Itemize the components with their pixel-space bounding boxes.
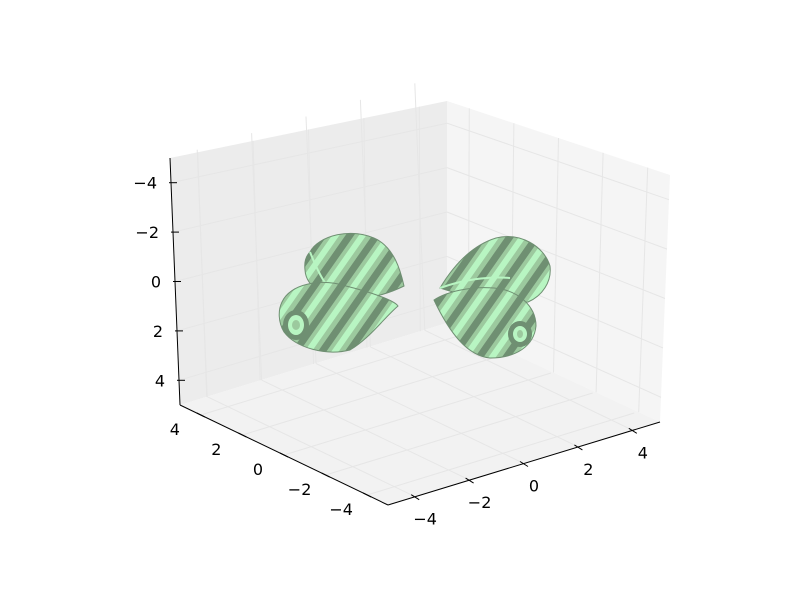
x-tick-mark: [465, 477, 474, 484]
y-tick-label: 2: [211, 440, 221, 459]
y-grid-line: [418, 106, 421, 332]
z-tick-label: 4: [155, 371, 165, 390]
tick-marks: [169, 182, 638, 501]
x-tick-mark: [628, 427, 638, 434]
x-tick-mark: [519, 461, 529, 467]
y-tick-label: 0: [253, 460, 263, 479]
x-grid-line: [638, 167, 649, 413]
x-tick-label: −2: [468, 493, 492, 512]
surface-lower-right: [433, 287, 537, 359]
y-tick-mark: [279, 452, 289, 458]
x-tick-mark: [574, 444, 583, 451]
y-grid-line: [325, 392, 593, 476]
y-grid-line: [197, 152, 208, 397]
z-tick-label: 2: [153, 322, 163, 341]
y-tick-label: −2: [288, 480, 312, 499]
surface-group: [278, 232, 551, 359]
x-grid-line: [424, 329, 634, 431]
x-grid-line: [261, 379, 470, 481]
x-grid-line: [315, 363, 525, 464]
x-tick-label: 4: [638, 443, 648, 462]
x-tick-label: −4: [413, 510, 437, 529]
y-grid-line: [252, 140, 261, 381]
y-tick-mark: [196, 412, 206, 418]
x-grid-line: [370, 346, 579, 448]
x-grid-line: [206, 396, 416, 498]
surface-lower-left: [278, 282, 399, 353]
x-tick-label: 0: [529, 477, 539, 496]
y-grid-line: [200, 332, 468, 416]
z-tick-label: −4: [133, 174, 157, 193]
x-grid-line: [553, 137, 559, 373]
tick-labels: −4 −2 0 2 4 −4 −2 0 2 4 −4 −2 0 2 4: [133, 174, 647, 529]
y-grid-line: [367, 412, 635, 496]
y-grid-line: [283, 372, 552, 456]
z-tick-label: −2: [135, 223, 159, 242]
x-tick-label: 2: [583, 460, 593, 479]
y-grid-line: [242, 352, 510, 436]
y-tick-mark: [238, 432, 247, 438]
x-tick-mark: [410, 494, 420, 501]
x-grid-line: [595, 152, 604, 393]
y-tick-label: 4: [170, 420, 180, 439]
y-tick-label: −4: [329, 500, 353, 519]
z-tick-label: 0: [151, 273, 161, 292]
y-tick-mark: [362, 492, 372, 498]
y-tick-mark: [321, 472, 330, 478]
